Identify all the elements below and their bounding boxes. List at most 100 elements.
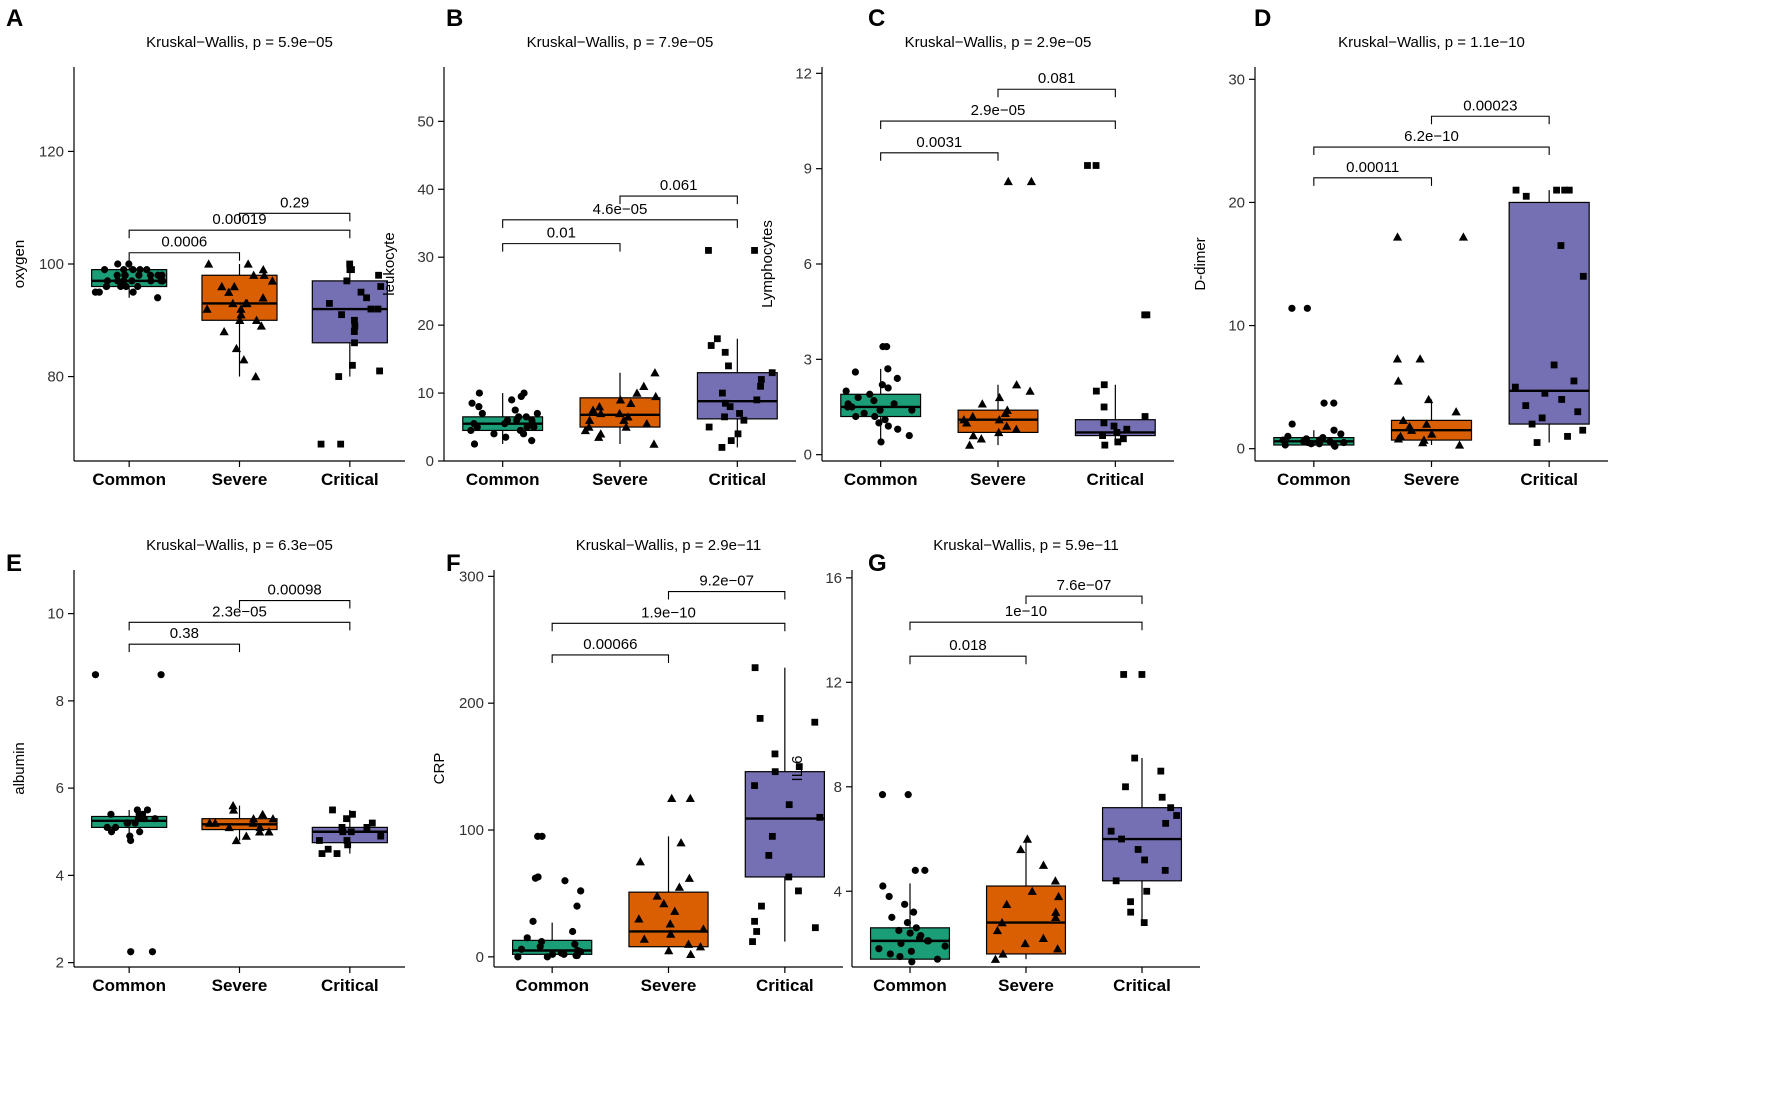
data-point bbox=[538, 938, 546, 946]
p-value-label: 0.00066 bbox=[583, 636, 637, 653]
p-value-label: 1.9e−10 bbox=[641, 604, 696, 621]
data-point bbox=[753, 396, 761, 404]
y-tick-label: 300 bbox=[459, 568, 484, 585]
data-point bbox=[102, 282, 110, 291]
y-tick-label: 30 bbox=[417, 249, 434, 266]
data-point bbox=[771, 750, 779, 758]
bracket-line bbox=[128, 621, 351, 631]
data-point bbox=[258, 265, 268, 274]
p-value-label: 4.6e−05 bbox=[593, 201, 648, 218]
data-point bbox=[912, 924, 920, 932]
data-point bbox=[136, 828, 144, 836]
data-point bbox=[870, 397, 878, 405]
data-point bbox=[344, 841, 352, 849]
data-point bbox=[350, 328, 358, 335]
bracket-line bbox=[909, 655, 1027, 665]
data-point bbox=[811, 924, 819, 932]
data-point bbox=[467, 426, 475, 435]
data-point bbox=[514, 953, 522, 961]
data-point bbox=[1558, 396, 1566, 403]
chart-title: Kruskal−Wallis, p = 2.9e−11 bbox=[576, 537, 762, 554]
data-point bbox=[351, 339, 358, 347]
data-point bbox=[721, 399, 729, 407]
data-point bbox=[571, 940, 579, 948]
data-point bbox=[1051, 912, 1061, 922]
data-point bbox=[217, 281, 227, 291]
data-point bbox=[475, 403, 483, 411]
data-point bbox=[533, 409, 541, 418]
data-point bbox=[997, 917, 1007, 927]
data-point bbox=[248, 818, 258, 827]
data-point bbox=[338, 823, 346, 831]
y-tick-label: 20 bbox=[417, 317, 434, 334]
data-point bbox=[886, 950, 894, 958]
data-point bbox=[749, 938, 756, 946]
data-point bbox=[123, 819, 131, 827]
bracket-line bbox=[997, 88, 1116, 98]
data-point bbox=[1118, 835, 1125, 843]
panel-label: G bbox=[868, 550, 887, 577]
x-tick-label: Critical bbox=[321, 976, 379, 995]
data-point bbox=[1330, 426, 1338, 434]
data-point bbox=[154, 294, 162, 302]
data-point bbox=[785, 873, 793, 881]
comparison-bracket: 0.00098 bbox=[238, 582, 351, 609]
data-point bbox=[1395, 431, 1406, 441]
data-point bbox=[1131, 754, 1139, 762]
y-tick-label: 4 bbox=[56, 867, 64, 884]
data-point bbox=[1454, 440, 1465, 449]
data-point bbox=[941, 942, 949, 950]
data-point bbox=[753, 928, 761, 935]
data-point bbox=[522, 413, 530, 421]
data-point bbox=[251, 315, 262, 324]
data-point bbox=[976, 434, 986, 443]
data-point bbox=[1100, 381, 1108, 389]
data-point bbox=[528, 416, 536, 424]
data-point bbox=[705, 247, 712, 254]
data-point bbox=[1002, 405, 1012, 414]
data-point bbox=[343, 815, 350, 823]
data-point bbox=[634, 914, 644, 923]
p-value-label: 7.6e−07 bbox=[1057, 577, 1112, 594]
data-point bbox=[811, 718, 819, 726]
data-point bbox=[904, 791, 912, 799]
data-point bbox=[884, 422, 892, 430]
data-point bbox=[992, 925, 1003, 935]
data-point bbox=[771, 768, 779, 776]
data-point bbox=[1404, 421, 1415, 431]
data-point bbox=[718, 444, 726, 451]
data-point bbox=[1319, 434, 1327, 442]
box-common bbox=[512, 832, 593, 961]
data-point bbox=[639, 934, 649, 943]
data-point bbox=[351, 322, 359, 330]
data-point bbox=[205, 818, 215, 827]
data-point bbox=[664, 945, 674, 955]
data-point bbox=[1340, 438, 1348, 447]
data-point bbox=[347, 828, 355, 836]
data-point bbox=[351, 316, 358, 324]
data-point bbox=[652, 891, 662, 900]
data-point bbox=[1522, 402, 1530, 409]
data-point bbox=[888, 913, 896, 921]
data-point bbox=[523, 934, 531, 942]
data-point bbox=[548, 950, 557, 958]
bracket-line bbox=[238, 212, 351, 222]
data-point bbox=[1016, 844, 1026, 854]
y-axis-label: Lymphocytes bbox=[759, 220, 776, 308]
data-point bbox=[1119, 435, 1127, 443]
comparison-bracket: 7.6e−07 bbox=[1025, 577, 1143, 605]
box-common bbox=[462, 389, 544, 448]
panel-label: C bbox=[868, 5, 885, 32]
data-point bbox=[259, 270, 269, 279]
data-point bbox=[844, 400, 852, 408]
y-tick-label: 40 bbox=[417, 181, 434, 198]
data-point bbox=[1565, 186, 1573, 194]
data-point bbox=[911, 866, 919, 874]
data-point bbox=[159, 277, 167, 285]
data-point bbox=[1553, 186, 1560, 194]
data-point bbox=[1511, 383, 1519, 391]
box-critical bbox=[311, 806, 388, 857]
data-point bbox=[1107, 827, 1115, 835]
data-point bbox=[903, 918, 912, 927]
panel-d: D Kruskal−Wallis, p = 1.1e−10 0 10 20 30 D-dim… bbox=[1192, 5, 1608, 489]
